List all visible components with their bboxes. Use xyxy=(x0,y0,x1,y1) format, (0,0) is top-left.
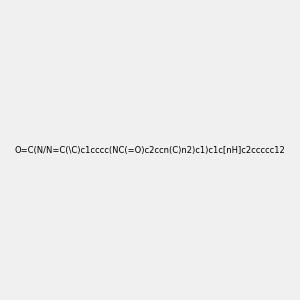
Text: O=C(N/N=C(\C)c1cccc(NC(=O)c2ccn(C)n2)c1)c1c[nH]c2ccccc12: O=C(N/N=C(\C)c1cccc(NC(=O)c2ccn(C)n2)c1)… xyxy=(15,146,285,154)
